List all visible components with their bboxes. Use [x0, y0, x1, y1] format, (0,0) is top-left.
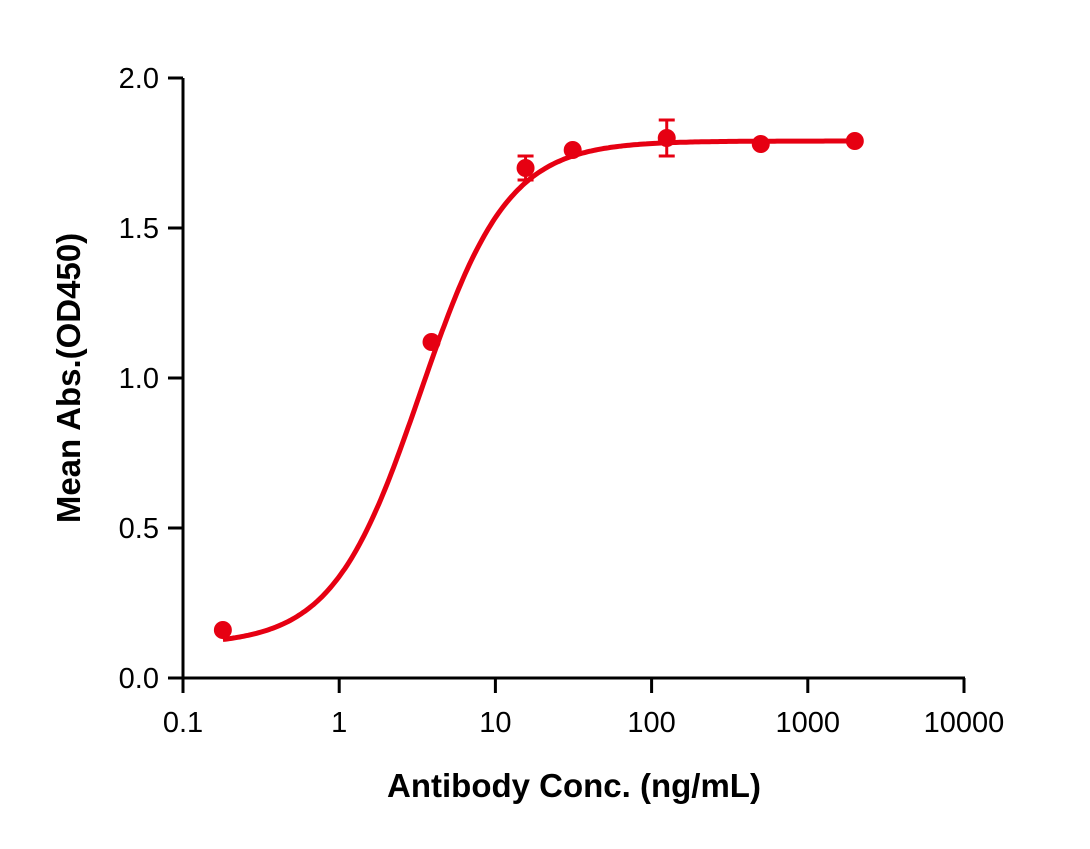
x-tick-label: 1000: [776, 707, 841, 739]
x-tick-label: 1: [331, 707, 347, 739]
y-tick-label: 0.5: [119, 513, 159, 545]
data-point: [563, 141, 582, 159]
x-tick-label: 10000: [924, 707, 1005, 739]
data-point: [845, 132, 864, 150]
y-tick-label: 1.0: [119, 363, 159, 395]
data-point: [657, 129, 676, 147]
fit-line: [222, 138, 855, 642]
data-point: [516, 159, 535, 177]
x-tick-label: 10: [479, 707, 511, 739]
data-points: [213, 118, 864, 639]
x-axis-title: Antibody Conc. (ng/mL): [387, 767, 761, 804]
x-tick-label: 0.1: [163, 707, 203, 739]
fit-curve: [222, 138, 855, 642]
data-point: [213, 621, 232, 639]
data-point: [751, 135, 770, 153]
data-point: [422, 333, 441, 351]
y-tick-label: 0.0: [119, 663, 159, 695]
y-axis-title: Mean Abs.(OD450): [50, 233, 87, 523]
y-tick-label: 1.5: [119, 213, 159, 245]
x-tick-label: 100: [627, 707, 675, 739]
axes: 0.0 0.5 1.0 1.5 2.0 0.1 1 10 100 1000 10000: [119, 63, 1005, 739]
y-tick-label: 2.0: [119, 63, 159, 95]
